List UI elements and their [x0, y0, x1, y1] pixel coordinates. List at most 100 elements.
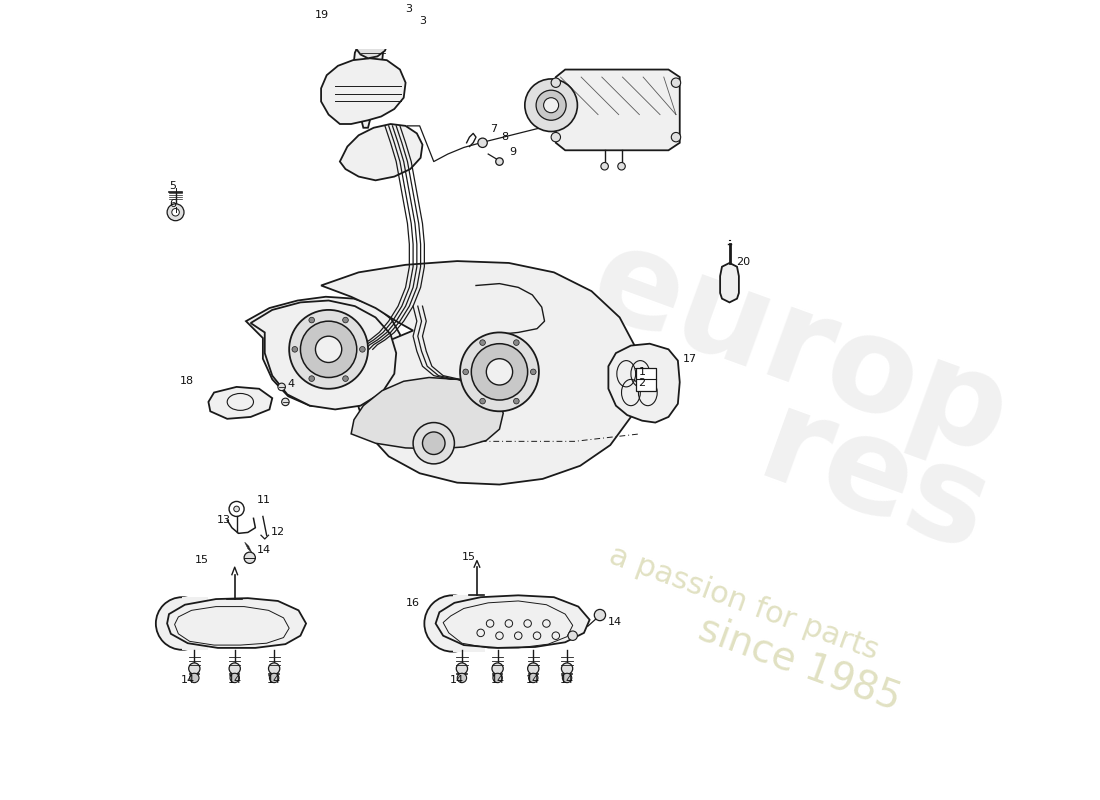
Text: 14: 14: [491, 675, 505, 685]
Circle shape: [309, 376, 315, 382]
Polygon shape: [351, 378, 503, 449]
Polygon shape: [340, 124, 422, 180]
Circle shape: [496, 158, 503, 166]
Text: 14: 14: [560, 675, 574, 685]
Circle shape: [270, 674, 278, 682]
Circle shape: [229, 663, 240, 674]
Polygon shape: [208, 387, 273, 419]
Text: 9: 9: [509, 147, 516, 157]
Text: 18: 18: [180, 376, 195, 386]
Text: 14: 14: [228, 675, 242, 685]
Circle shape: [601, 162, 608, 170]
Text: 14: 14: [526, 675, 540, 685]
Text: since 1985: since 1985: [694, 610, 906, 718]
Circle shape: [342, 17, 356, 32]
Circle shape: [289, 310, 368, 389]
Text: 14: 14: [267, 675, 282, 685]
Polygon shape: [246, 297, 402, 407]
Text: 19: 19: [315, 10, 329, 20]
Circle shape: [343, 318, 349, 323]
Circle shape: [244, 552, 255, 563]
Circle shape: [460, 333, 539, 411]
Circle shape: [671, 133, 681, 142]
Text: 4: 4: [287, 379, 295, 389]
Circle shape: [167, 204, 184, 221]
Circle shape: [477, 138, 487, 147]
Circle shape: [300, 321, 356, 378]
Circle shape: [594, 610, 606, 621]
Circle shape: [618, 162, 625, 170]
Circle shape: [568, 631, 578, 640]
Circle shape: [189, 674, 199, 682]
Circle shape: [316, 336, 342, 362]
Circle shape: [562, 674, 572, 682]
Circle shape: [234, 506, 240, 512]
Text: 14: 14: [607, 617, 621, 626]
Circle shape: [363, 6, 373, 16]
Circle shape: [525, 79, 578, 131]
Circle shape: [309, 318, 315, 323]
Circle shape: [360, 346, 365, 352]
Text: a passion for parts: a passion for parts: [605, 541, 882, 665]
Polygon shape: [355, 21, 388, 58]
Circle shape: [551, 133, 561, 142]
Text: 16: 16: [406, 598, 420, 608]
Circle shape: [463, 369, 469, 374]
Circle shape: [514, 398, 519, 404]
Polygon shape: [251, 301, 396, 410]
Circle shape: [425, 595, 481, 652]
Text: 14: 14: [450, 675, 464, 685]
Circle shape: [530, 369, 536, 374]
Text: 1: 1: [638, 367, 646, 377]
Circle shape: [486, 358, 513, 385]
Text: 2: 2: [638, 378, 646, 388]
Polygon shape: [321, 58, 406, 124]
Circle shape: [268, 663, 279, 674]
Text: 14: 14: [180, 675, 195, 685]
Circle shape: [343, 376, 349, 382]
FancyBboxPatch shape: [636, 368, 657, 390]
Circle shape: [375, 0, 384, 6]
Circle shape: [230, 674, 240, 682]
Polygon shape: [720, 263, 739, 302]
Circle shape: [278, 383, 285, 390]
Circle shape: [480, 340, 485, 346]
Text: 13: 13: [217, 515, 231, 526]
Text: 5: 5: [169, 181, 176, 191]
Polygon shape: [167, 598, 306, 648]
Circle shape: [172, 209, 179, 216]
Circle shape: [189, 663, 200, 674]
Polygon shape: [321, 261, 640, 485]
Polygon shape: [436, 595, 590, 648]
Text: 12: 12: [271, 527, 285, 538]
Text: res: res: [744, 382, 1006, 580]
Circle shape: [514, 340, 519, 346]
Text: 8: 8: [502, 132, 508, 142]
Circle shape: [492, 663, 503, 674]
Text: 3: 3: [420, 16, 427, 26]
Circle shape: [528, 663, 539, 674]
Text: 20: 20: [736, 257, 750, 267]
Circle shape: [543, 98, 559, 113]
Circle shape: [156, 598, 208, 650]
Circle shape: [671, 78, 681, 87]
Text: 11: 11: [257, 494, 272, 505]
Polygon shape: [608, 344, 680, 422]
Text: europ: europ: [574, 215, 1025, 483]
Circle shape: [458, 674, 466, 682]
Polygon shape: [353, 38, 383, 128]
Circle shape: [561, 663, 573, 674]
Text: 15: 15: [195, 554, 208, 565]
Circle shape: [282, 398, 289, 406]
Circle shape: [422, 432, 446, 454]
Text: 15: 15: [462, 552, 476, 562]
Circle shape: [536, 90, 566, 120]
Text: 7: 7: [491, 124, 497, 134]
Polygon shape: [556, 70, 680, 150]
Circle shape: [480, 398, 485, 404]
Circle shape: [414, 422, 454, 464]
Circle shape: [529, 674, 538, 682]
Polygon shape: [183, 598, 208, 650]
Circle shape: [337, 11, 362, 38]
Polygon shape: [452, 595, 485, 652]
